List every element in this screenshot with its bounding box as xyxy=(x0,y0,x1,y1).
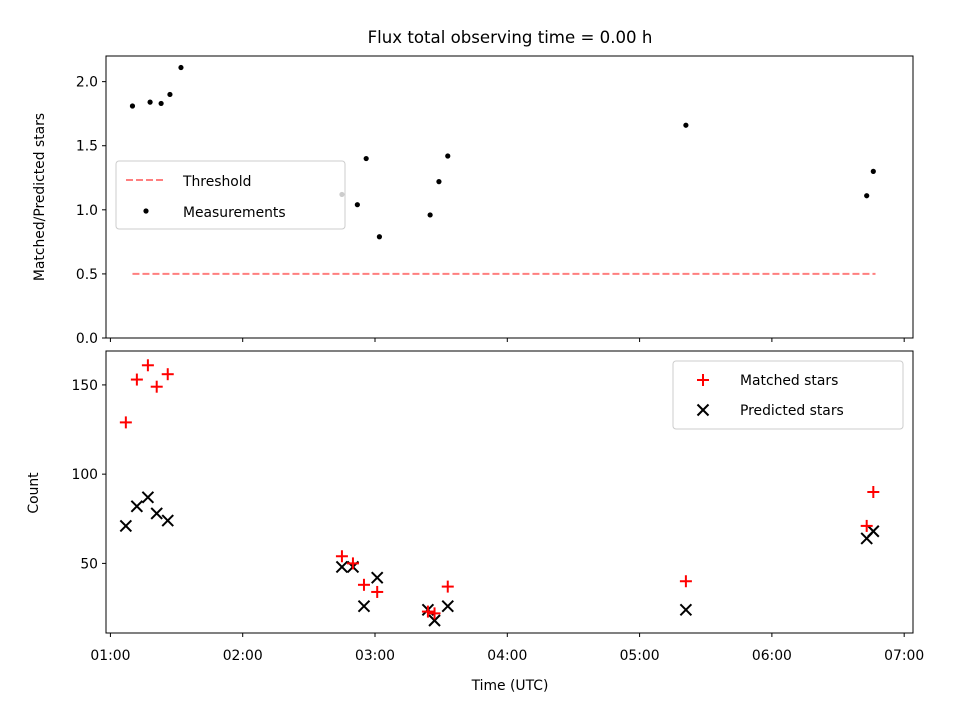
measurement-point xyxy=(377,234,382,239)
x-axis-label: Time (UTC) xyxy=(471,678,549,694)
measurement-point xyxy=(130,103,135,108)
x-tick-label: 07:00 xyxy=(884,648,924,664)
bottom-y-tick-label: 50 xyxy=(80,556,98,572)
measurement-point xyxy=(147,100,152,105)
measurement-point xyxy=(683,123,688,128)
bottom-y-axis-label: Count xyxy=(26,472,42,514)
measurements-legend-swatch xyxy=(143,208,148,213)
measurement-point xyxy=(178,65,183,70)
bottom-legend: Matched stars Predicted stars xyxy=(673,361,903,429)
x-tick-label: 02:00 xyxy=(223,648,263,664)
top-y-tick-label: 0.0 xyxy=(76,331,98,347)
top-y-tick-label: 1.5 xyxy=(76,139,98,155)
x-tick-label: 04:00 xyxy=(487,648,527,664)
measurements-legend-label: Measurements xyxy=(183,205,286,221)
bottom-y-tick-label: 150 xyxy=(71,378,98,394)
matched-legend-label: Matched stars xyxy=(740,373,838,389)
x-tick-label: 06:00 xyxy=(752,648,792,664)
x-tick-label: 03:00 xyxy=(355,648,395,664)
top-legend: Threshold Measurements xyxy=(116,161,345,229)
predicted-legend-label: Predicted stars xyxy=(740,403,844,419)
measurement-point xyxy=(167,92,172,97)
measurement-point xyxy=(445,153,450,158)
measurement-point xyxy=(436,179,441,184)
top-y-tick-label: 2.0 xyxy=(76,75,98,91)
measurement-point xyxy=(871,169,876,174)
top-y-axis-label: Matched/Predicted stars xyxy=(32,113,48,281)
measurement-point xyxy=(355,202,360,207)
measurement-point xyxy=(159,101,164,106)
chart-title: Flux total observing time = 0.00 h xyxy=(368,28,653,47)
measurement-point xyxy=(428,212,433,217)
x-tick-label: 05:00 xyxy=(620,648,660,664)
measurement-point xyxy=(364,156,369,161)
threshold-legend-label: Threshold xyxy=(182,174,251,190)
measurement-point xyxy=(864,193,869,198)
x-tick-label: 01:00 xyxy=(90,648,130,664)
top-y-tick-label: 1.0 xyxy=(76,203,98,219)
figure: Flux total observing time = 0.00 h Match… xyxy=(0,0,960,720)
top-y-tick-label: 0.5 xyxy=(76,267,98,283)
bottom-y-tick-label: 100 xyxy=(71,467,98,483)
